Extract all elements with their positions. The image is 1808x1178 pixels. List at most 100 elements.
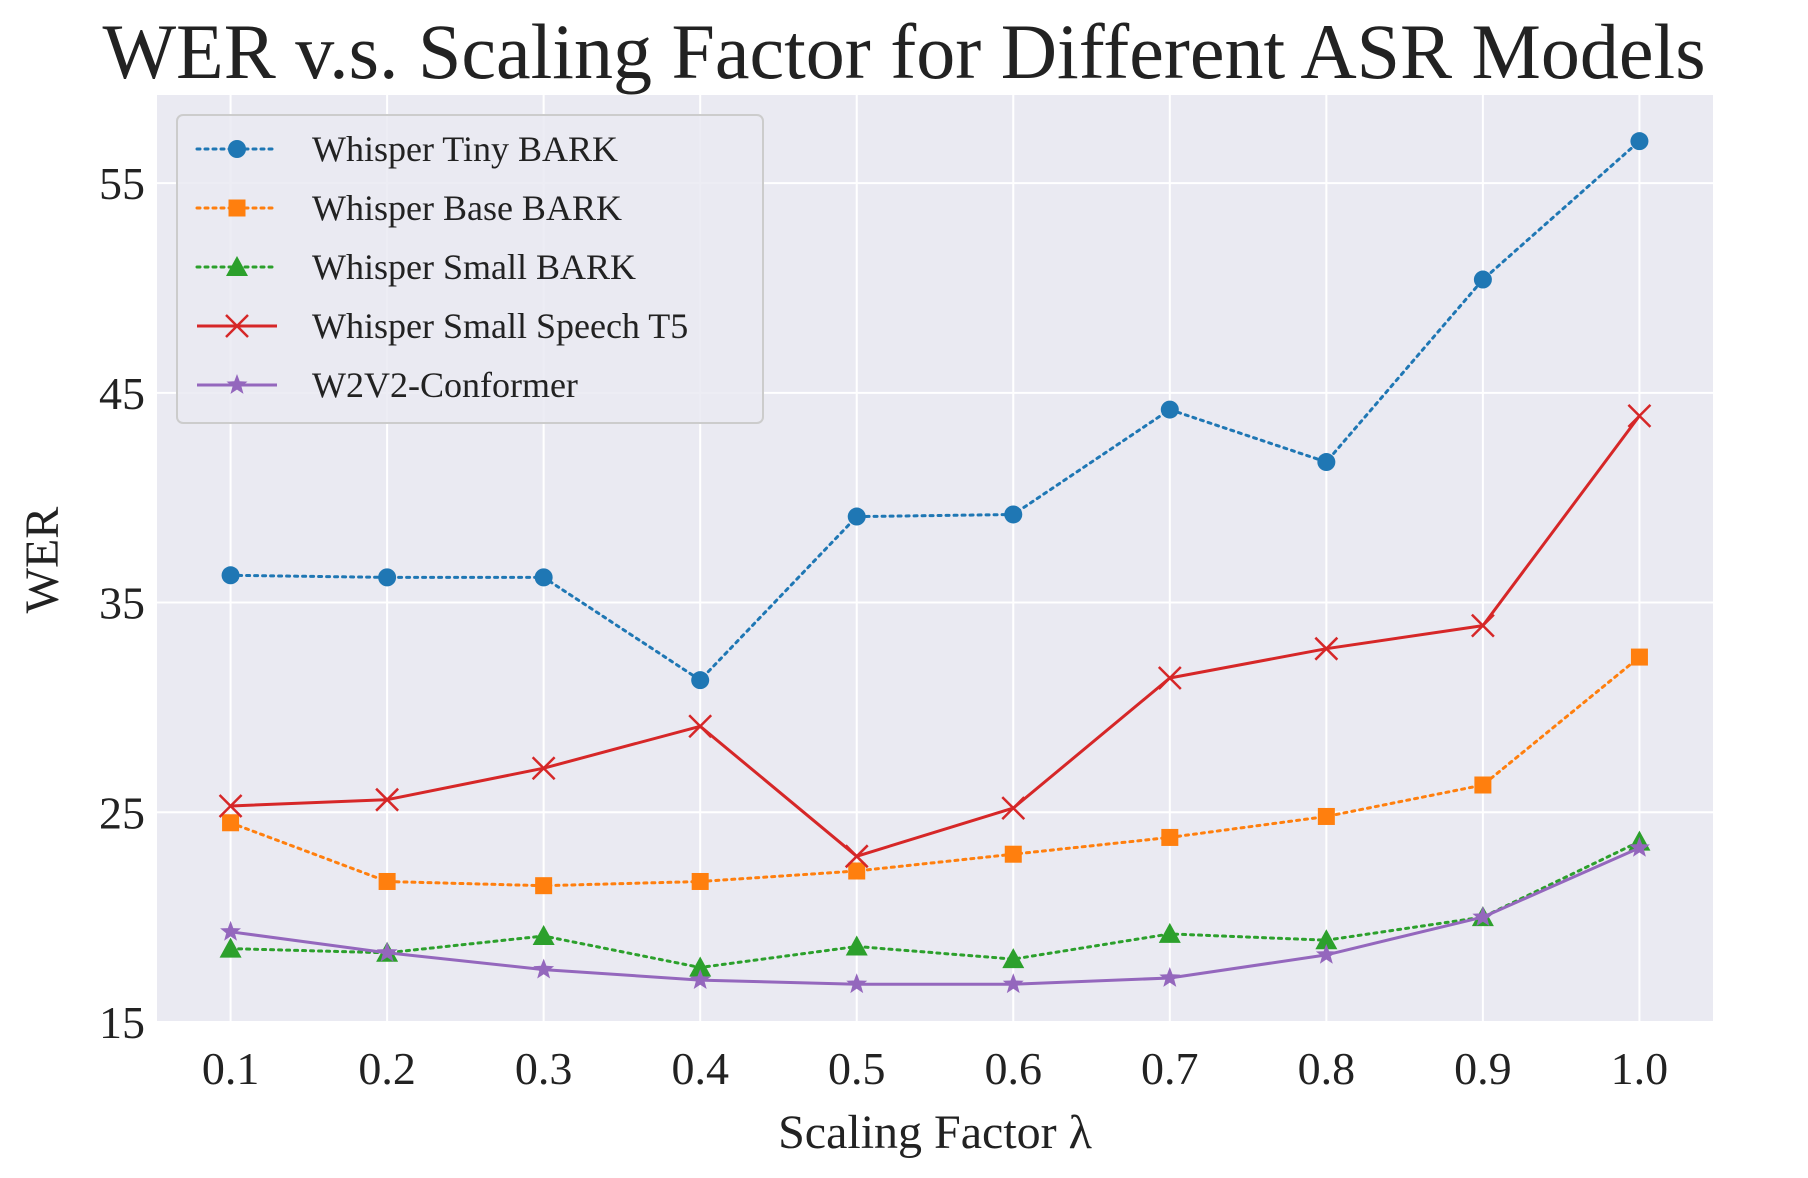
legend: Whisper Tiny BARK Whisper Base BARK Whispe… <box>176 114 764 424</box>
series-line <box>229 655 1641 888</box>
legend-marker <box>228 199 246 217</box>
data-point <box>1473 270 1492 289</box>
data-point <box>845 935 868 956</box>
legend-box <box>176 114 764 424</box>
x-tick-label: 0.6 <box>985 1043 1043 1094</box>
data-point <box>220 920 241 941</box>
series-whisper-small-bark <box>219 830 1651 977</box>
legend-label: Whisper Small BARK <box>312 247 636 287</box>
legend-label: Whisper Small Speech T5 <box>312 306 688 346</box>
data-point <box>378 568 397 587</box>
data-point <box>689 969 711 989</box>
series-line <box>229 139 1641 682</box>
marker-stroke <box>225 314 249 338</box>
x-tick-label: 0.8 <box>1298 1043 1356 1094</box>
data-point <box>221 566 240 585</box>
data-point <box>691 671 710 690</box>
data-point <box>534 568 553 587</box>
marker-stroke <box>688 714 713 739</box>
x-tick-label: 0.3 <box>515 1043 573 1094</box>
series-line <box>230 415 1641 858</box>
data-point <box>844 844 869 869</box>
data-point <box>1315 929 1338 950</box>
x-tick-label: 0.5 <box>828 1043 886 1094</box>
legend-item-whisper-tiny-bark: Whisper Tiny BARK <box>195 129 618 169</box>
data-point <box>1314 636 1339 661</box>
legend-marker <box>226 256 248 276</box>
series-line <box>229 840 1641 969</box>
legend-item-whisper-small-bark: Whisper Small BARK <box>195 247 636 287</box>
y-tick-label: 45 <box>99 368 145 419</box>
data-point <box>688 714 713 739</box>
data-point <box>1474 776 1492 794</box>
series-whisper-tiny-bark <box>221 132 1649 690</box>
data-point <box>1004 845 1022 863</box>
x-axis-label: Scaling Factor λ <box>778 1106 1093 1159</box>
data-point <box>689 956 712 977</box>
marker-stroke <box>1471 613 1495 638</box>
legend-item-whisper-base-bark: Whisper Base BARK <box>195 188 622 228</box>
data-point <box>532 925 555 946</box>
data-point <box>222 814 240 832</box>
data-point <box>535 877 553 895</box>
data-point <box>218 794 243 818</box>
data-point <box>1472 906 1494 926</box>
legend-label: Whisper Tiny BARK <box>312 129 618 169</box>
y-tick-label: 55 <box>99 158 145 209</box>
legend-marker <box>225 314 249 338</box>
data-point <box>1002 973 1024 994</box>
data-point <box>1317 807 1335 825</box>
series-line <box>230 846 1641 986</box>
data-point <box>691 872 709 890</box>
data-point <box>378 872 396 890</box>
data-point <box>531 756 556 781</box>
legend-item-whisper-small-speech-t5: Whisper Small Speech T5 <box>197 306 688 346</box>
data-point <box>1001 796 1026 820</box>
data-point <box>848 862 866 880</box>
marker-stroke <box>531 756 556 781</box>
marker-stroke <box>1314 636 1339 661</box>
data-point <box>1004 505 1023 524</box>
x-tick-label: 1.0 <box>1611 1043 1669 1094</box>
marker-stroke <box>1627 404 1652 428</box>
data-point <box>219 937 242 958</box>
legend-label: W2V2-Conformer <box>312 365 578 405</box>
x-tick-label: 0.7 <box>1141 1043 1199 1094</box>
marker-stroke <box>844 844 869 869</box>
data-point <box>847 507 866 526</box>
data-point <box>1627 404 1652 428</box>
data-point <box>1161 828 1179 846</box>
data-point <box>1157 666 1182 690</box>
legend-marker <box>226 374 248 394</box>
chart-title: WER v.s. Scaling Factor for Different AS… <box>102 8 1705 95</box>
marker-stroke <box>1001 796 1026 820</box>
x-tick-label: 0.4 <box>671 1043 729 1094</box>
x-tick-label: 0.1 <box>202 1043 260 1094</box>
series-whisper-base-bark <box>222 648 1648 895</box>
legend-item-w2v2-conformer: W2V2-Conformer <box>197 365 578 405</box>
legend-marker <box>228 140 246 158</box>
data-point <box>846 973 868 994</box>
legend-label: Whisper Base BARK <box>312 188 622 228</box>
y-tick-label: 15 <box>99 997 145 1048</box>
data-point <box>533 958 555 979</box>
data-point <box>1630 132 1649 151</box>
data-point <box>375 787 399 812</box>
data-point <box>1471 613 1495 638</box>
data-point <box>1002 948 1025 969</box>
marker-stroke <box>375 787 399 812</box>
marker-stroke <box>218 794 243 818</box>
data-point <box>376 941 398 962</box>
y-tick-label: 35 <box>99 578 145 629</box>
series-whisper-small-speech-t5 <box>218 404 1652 869</box>
y-axis-label: WER <box>16 507 69 614</box>
data-point <box>1158 922 1181 943</box>
series-w2v2-conformer <box>220 836 1650 994</box>
data-point <box>1317 453 1336 472</box>
x-tick-label: 0.9 <box>1454 1043 1512 1094</box>
data-point <box>1315 943 1337 964</box>
data-point <box>1629 836 1650 857</box>
y-tick-label: 25 <box>99 787 145 838</box>
